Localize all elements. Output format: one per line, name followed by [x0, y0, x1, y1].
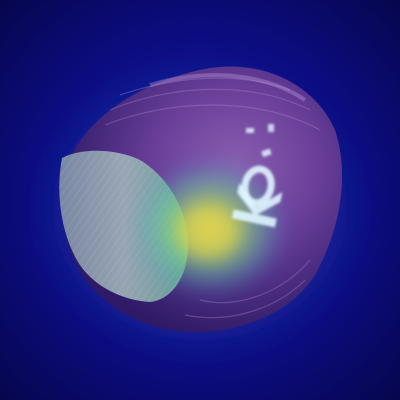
shell-streaks [104, 77, 321, 319]
shell-highlight [149, 73, 307, 102]
imprint-text [231, 124, 283, 228]
heat-hotspot-core [178, 206, 238, 258]
